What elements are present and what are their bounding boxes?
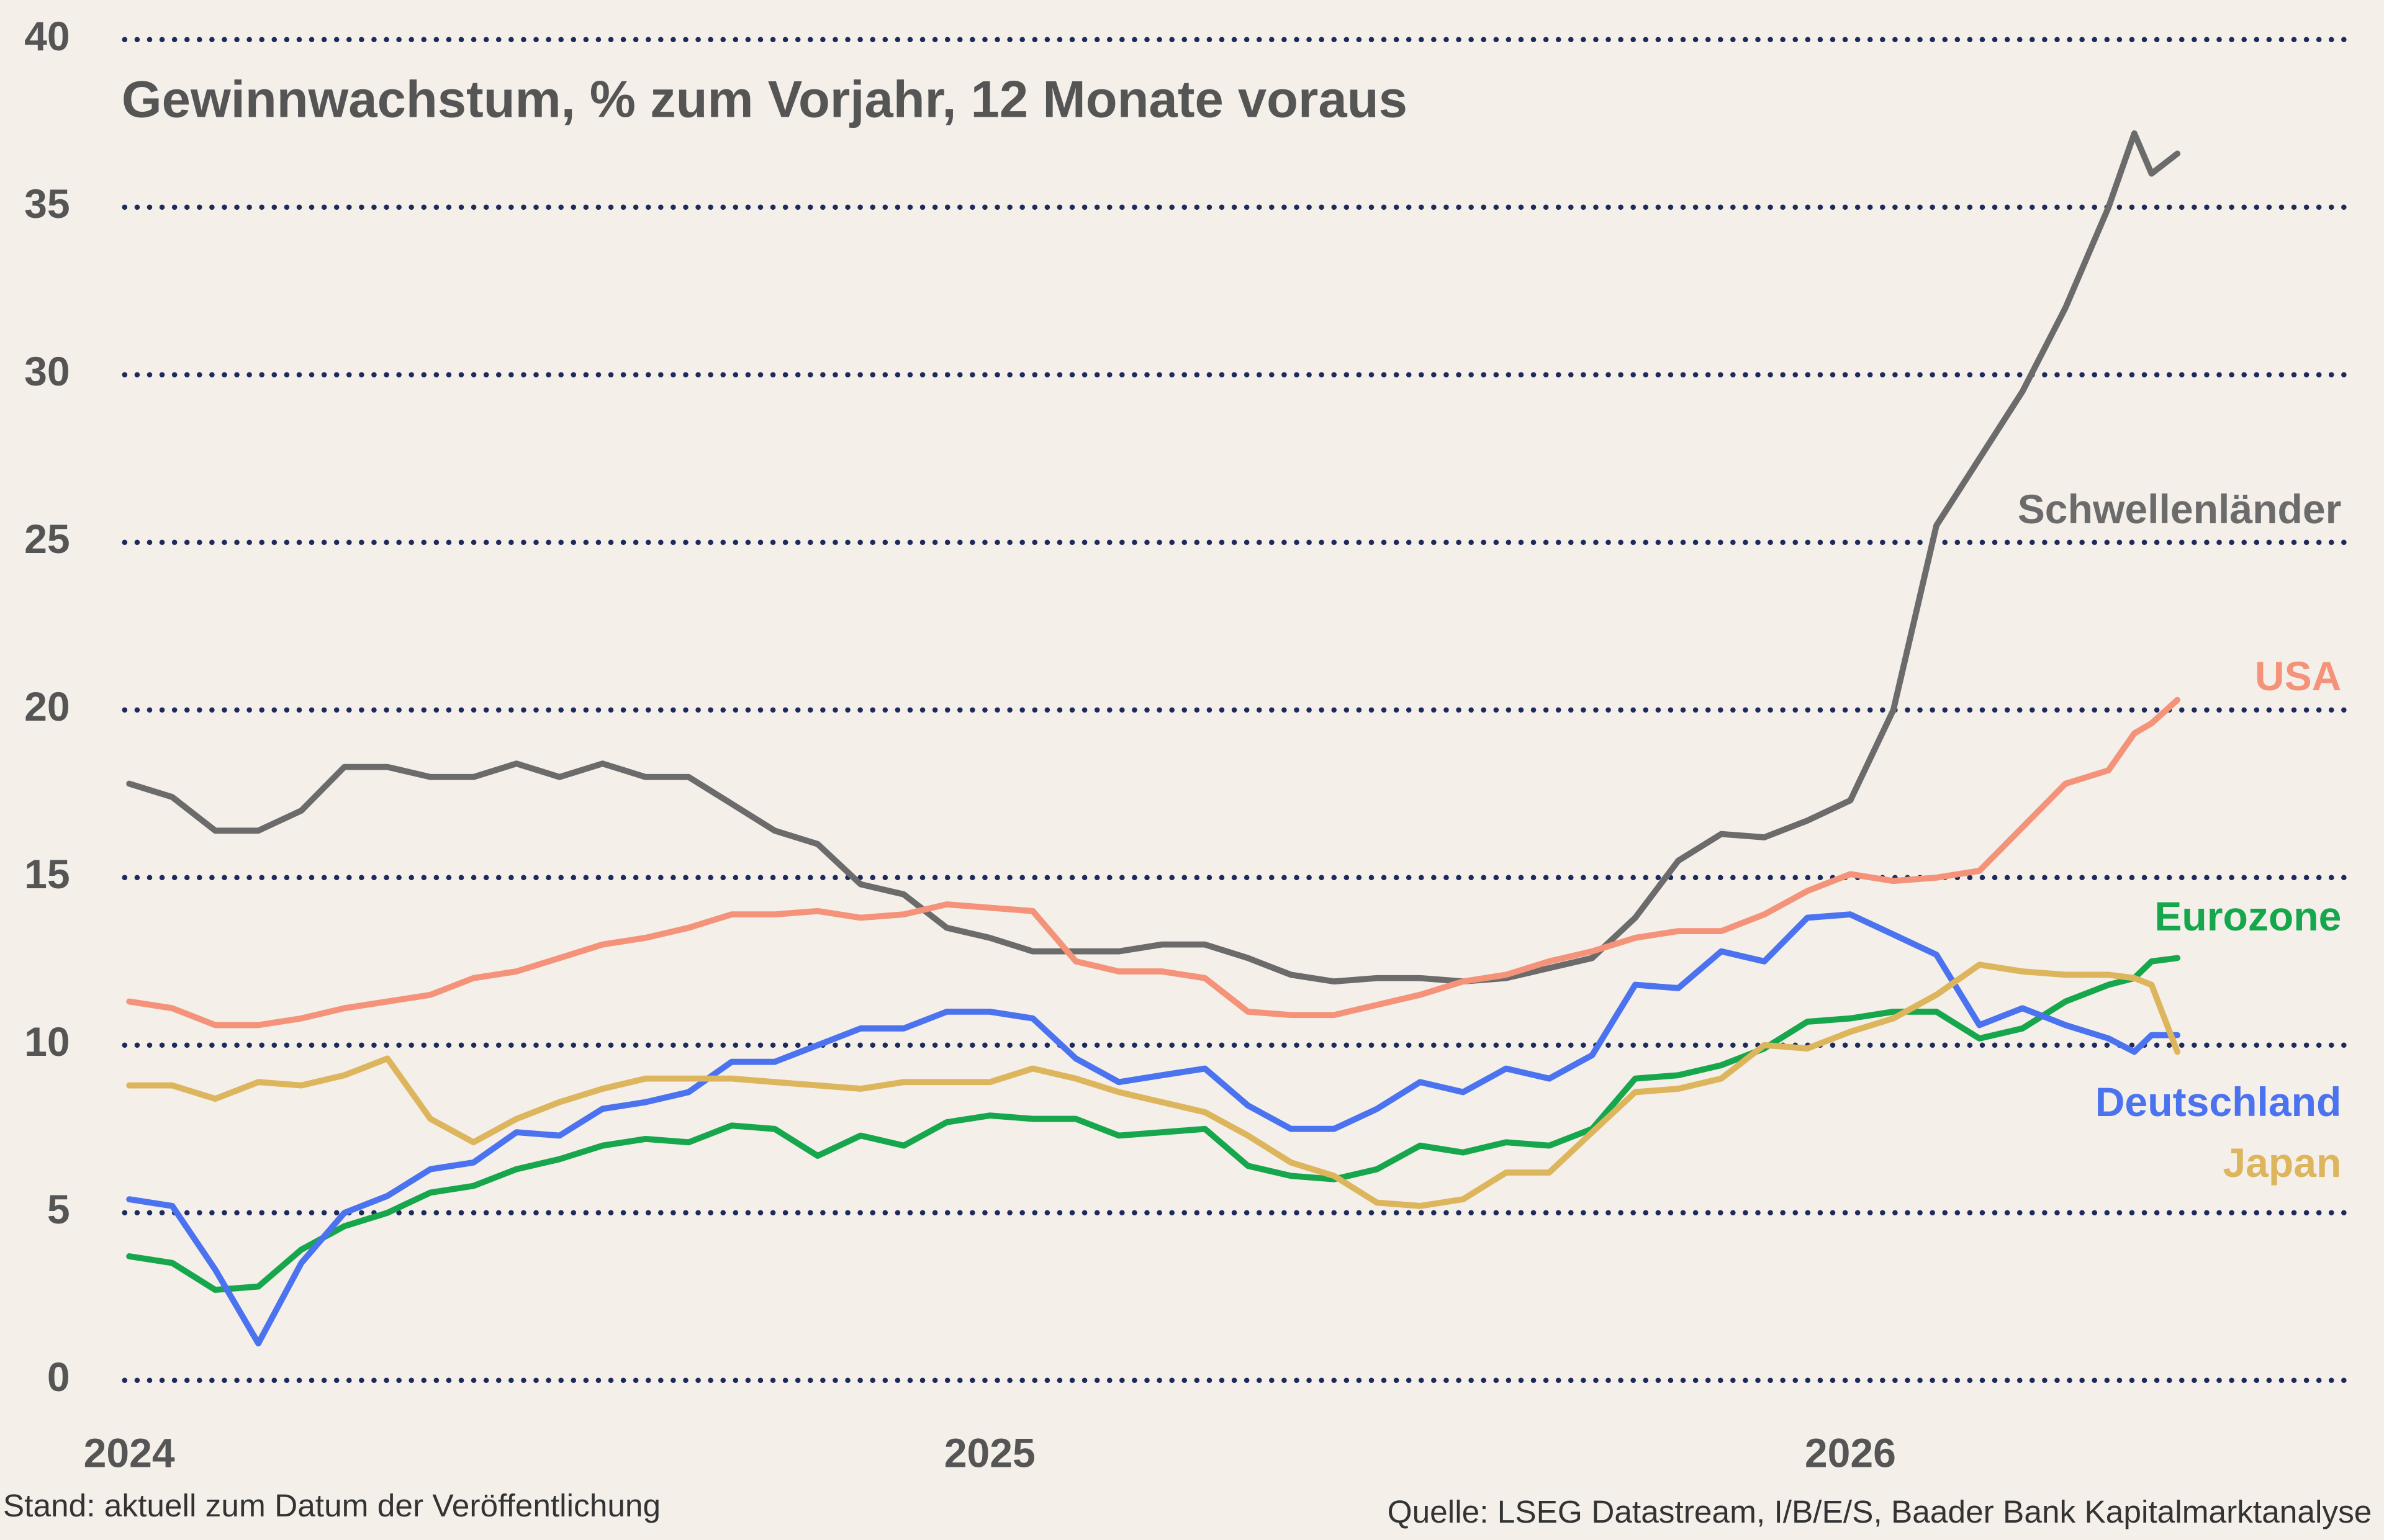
x-tick-label: 2026 xyxy=(1805,1431,1896,1477)
x-tick-label: 2025 xyxy=(944,1431,1036,1477)
y-tick-label: 15 xyxy=(24,852,70,898)
source: Quelle: LSEG Datastream, I/B/E/S, Baader… xyxy=(1388,1493,2372,1529)
note: Stand: aktuell zum Datum der Veröffentli… xyxy=(3,1487,661,1523)
series-label: Schwellenländer xyxy=(2018,487,2342,533)
lines: Schwellenländer USA Eurozone Deutschland Jap… xyxy=(126,130,2342,1347)
y-tick-label: 0 xyxy=(47,1354,70,1400)
series-line xyxy=(126,696,2181,1029)
series-line xyxy=(126,961,2181,1209)
series-label: Deutschland xyxy=(2095,1079,2342,1125)
y-tick-label: 25 xyxy=(24,516,70,562)
chart-title: Gewinnwachstum, % zum Vorjahr, 12 Monate… xyxy=(122,71,1407,128)
series-label: Eurozone xyxy=(2154,894,2341,940)
y-tick-label: 35 xyxy=(24,181,70,227)
y-tick-label: 5 xyxy=(47,1187,70,1233)
series-line xyxy=(126,130,2181,985)
series-label: Japan xyxy=(2223,1140,2341,1186)
y-tick-label: 20 xyxy=(24,684,70,730)
series-line xyxy=(126,955,2181,1293)
series-label: USA xyxy=(2255,654,2342,700)
series-line xyxy=(126,911,2181,1347)
x-tick-label: 2024 xyxy=(84,1431,175,1477)
y-tick-label: 40 xyxy=(24,14,70,60)
y-tick-label: 30 xyxy=(24,349,70,395)
y-tick-label: 10 xyxy=(24,1019,70,1065)
